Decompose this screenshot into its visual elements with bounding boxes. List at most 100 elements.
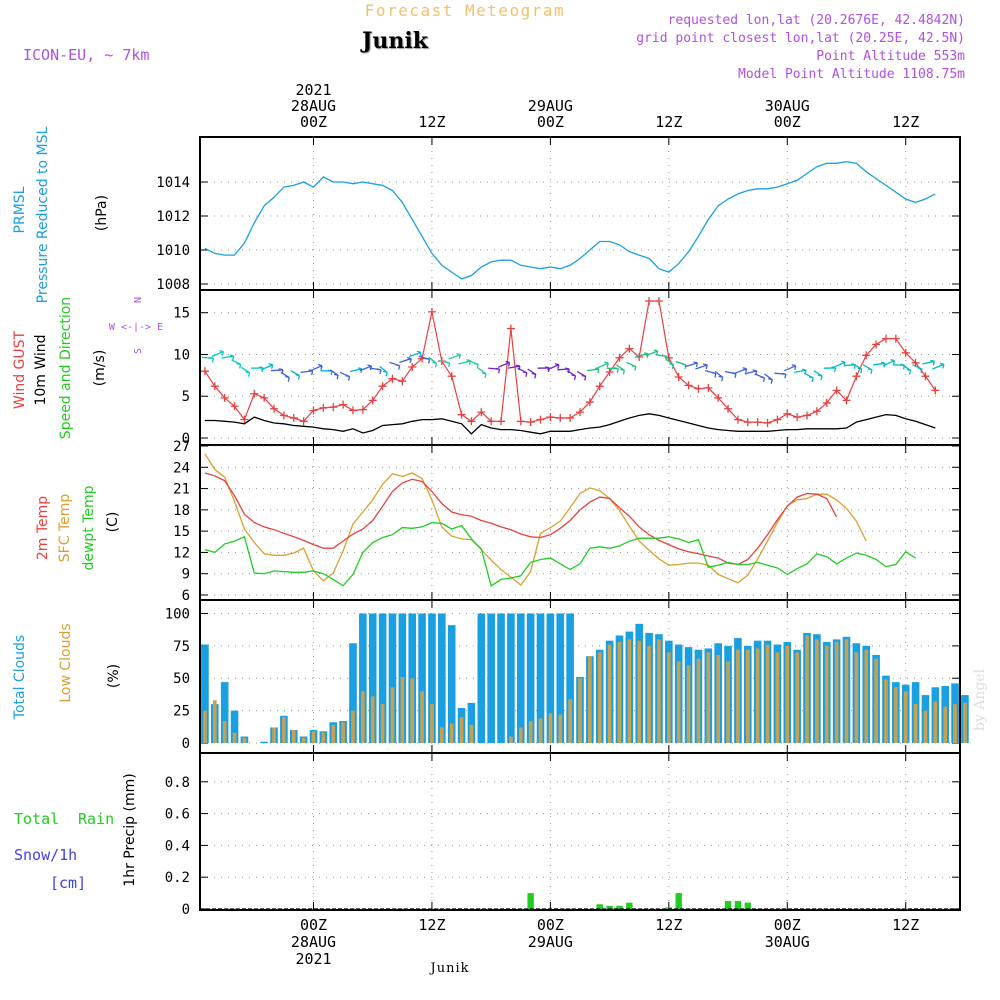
gust-marker (497, 417, 506, 426)
top-time-label: 12Z (655, 113, 682, 131)
low-cloud-bar (291, 730, 296, 743)
wind-direction-arrow (695, 364, 708, 370)
label-total-clouds: Total Clouds (12, 635, 28, 720)
wind-direction-arrow (932, 363, 945, 370)
wind-direction-head (295, 373, 301, 380)
compass-n: N (133, 297, 144, 303)
label-low-clouds: Low Clouds (58, 623, 74, 702)
total-cloud-bar (467, 702, 476, 743)
top-time-label: 30AUG (765, 97, 810, 115)
wind-direction-arrow (794, 369, 807, 373)
bottom-time-label: 00Z (537, 916, 564, 934)
wind-direction-head (703, 363, 708, 370)
gust-marker (862, 351, 871, 360)
wind-direction-head (681, 363, 687, 370)
gust-marker (299, 417, 308, 426)
total-cloud-bar (497, 613, 505, 743)
top-time-label: 00Z (300, 113, 327, 131)
total-cloud-bar (526, 613, 535, 743)
total-cloud-bar (378, 613, 387, 743)
gust-marker (546, 413, 555, 422)
gust-marker (931, 386, 940, 395)
low-cloud-bar (805, 635, 809, 743)
low-cloud-bar (923, 710, 928, 743)
label-total: Total (14, 810, 59, 828)
low-cloud-bar (617, 641, 622, 743)
gust-marker (260, 393, 269, 402)
wind-ytick-label: 15 (173, 306, 190, 322)
low-cloud-bar (755, 648, 760, 743)
total-cloud-bar (487, 613, 495, 743)
wind-direction-head (345, 374, 351, 381)
bottom-time-label: 2021 (295, 950, 331, 968)
gust-marker (674, 373, 683, 382)
low-cloud-bar (597, 652, 602, 743)
wind-direction-head (425, 357, 431, 364)
wind-direction-head (742, 367, 748, 373)
dewpt-line (204, 521, 916, 587)
compass-s: S (133, 348, 144, 354)
total-cloud-bar (546, 613, 555, 743)
clouds-panel: 0 25 50 75 100 (165, 599, 969, 754)
low-cloud-bar (913, 704, 918, 743)
total-cloud-bar (516, 613, 525, 743)
pressure-labels: PRMSL Pressure Reduced to MSL (hPa) (12, 126, 110, 303)
rain-bar (675, 893, 682, 909)
gust-marker (270, 404, 279, 413)
low-cloud-bar (963, 702, 967, 743)
footer-location: Junik (429, 961, 470, 976)
wind-labels: Wind GUST 10m Wind Speed and Direction (… (12, 297, 163, 439)
gust-marker (694, 384, 703, 393)
wind-direction-head (495, 367, 501, 374)
gust-marker (477, 408, 486, 417)
temperature-ytick-label: 15 (173, 524, 190, 540)
total-cloud-bar (536, 613, 545, 743)
wind-direction-head (219, 349, 224, 356)
label-speed-direction: Speed and Direction (58, 297, 74, 439)
rain-bar (606, 905, 613, 909)
wind-direction-head (808, 376, 814, 382)
temperature-ytick-label: 6 (182, 588, 190, 604)
grid-point-coords: grid point closest lon,lat (20.25E, 42.5… (636, 31, 965, 46)
low-cloud-bar (390, 687, 395, 743)
low-cloud-bar (696, 658, 701, 743)
bottom-time-label: 12Z (418, 916, 445, 934)
clouds-ytick-label: 50 (173, 671, 190, 687)
gust-marker (714, 393, 723, 402)
gust-marker (852, 372, 861, 381)
gust-marker (654, 297, 663, 306)
low-cloud-bar (213, 700, 217, 743)
wind-speed-line (204, 413, 936, 435)
precip-ytick-label: 0.6 (165, 807, 190, 823)
wind-direction-head (930, 359, 936, 366)
wind-direction-head (407, 357, 412, 363)
low-cloud-bar (528, 720, 533, 743)
low-cloud-bar (341, 722, 345, 743)
gust-marker (783, 409, 792, 418)
gust-marker (901, 348, 910, 357)
wind-direction-head (669, 363, 675, 369)
temperature-panel: 6 9 12 15 18 21 24 27 (173, 439, 961, 604)
low-cloud-bar (518, 727, 523, 743)
low-cloud-bar (795, 652, 799, 743)
gust-marker (487, 417, 496, 426)
wind-direction-head (781, 372, 787, 379)
low-cloud-bar (894, 687, 898, 743)
gust-marker (812, 407, 821, 416)
wind-direction-head (594, 367, 600, 374)
gust-marker (743, 418, 752, 427)
gust-marker (625, 344, 634, 353)
label-snow: Snow/1h (14, 846, 77, 864)
low-cloud-bar (647, 645, 651, 743)
total-cloud-bar (230, 710, 239, 743)
wind-direction-arrow (359, 365, 372, 372)
total-cloud-bar (428, 613, 436, 743)
wind-direction-arrow (685, 362, 698, 368)
wind-direction-head (890, 359, 896, 365)
wind-direction-head (554, 363, 560, 369)
temperature-ytick-label: 12 (173, 545, 190, 561)
wind-direction-arrow (645, 350, 658, 357)
gust-marker (822, 398, 831, 407)
clouds-ytick-label: 100 (165, 606, 190, 622)
